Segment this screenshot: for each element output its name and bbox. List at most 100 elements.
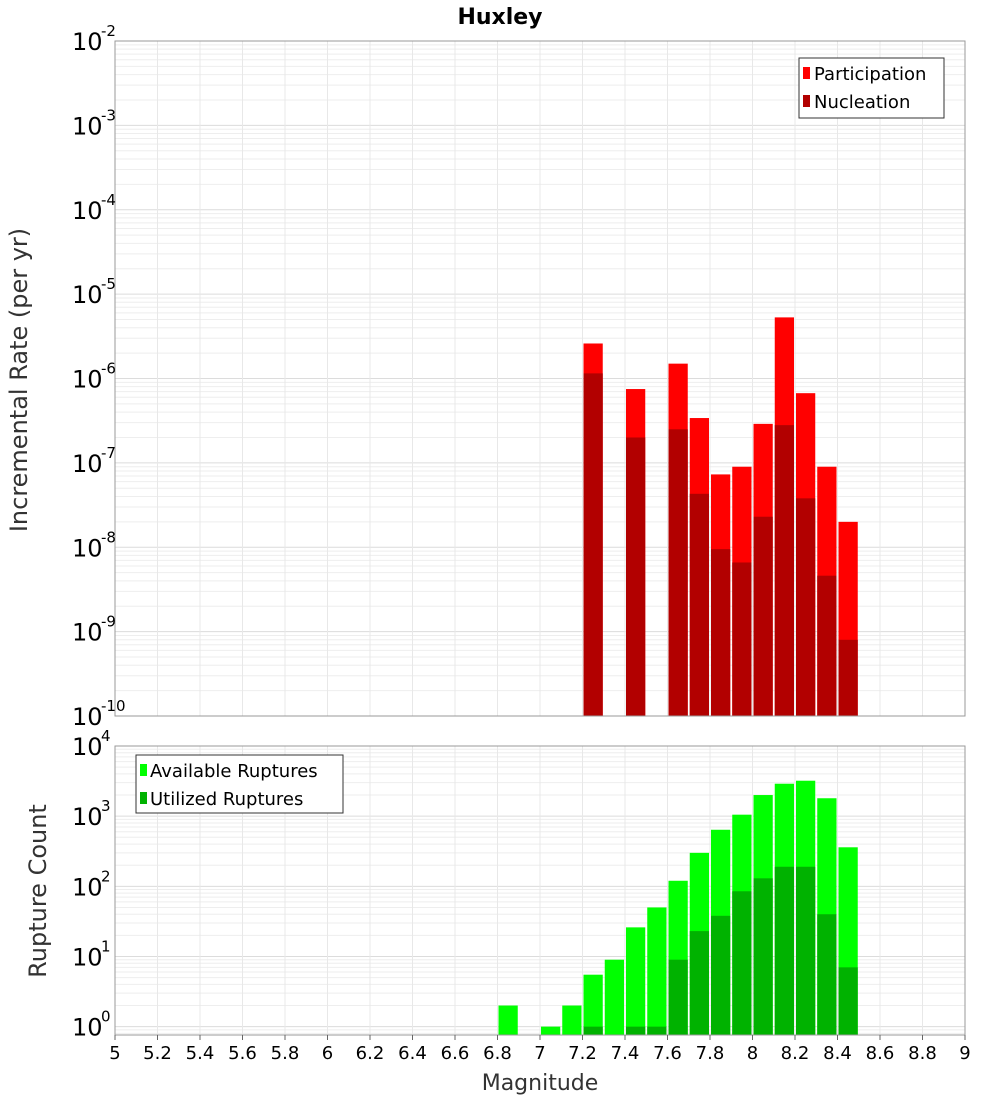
y-tick-label: 10 — [72, 450, 103, 478]
available-bar — [541, 1026, 561, 1035]
y-tick-label: 10 — [72, 619, 103, 647]
x-tick-label: 6.4 — [398, 1043, 427, 1064]
y-tick-label: 10 — [72, 112, 103, 140]
x-tick-label: 5.6 — [228, 1043, 257, 1064]
y-tick-label: 10 — [72, 534, 103, 562]
y-tick-exponent: -9 — [101, 613, 116, 631]
utilized-bar — [753, 878, 773, 1035]
legend-label-participation: Participation — [814, 64, 926, 85]
nucleation-bar — [753, 516, 773, 716]
y-tick-exponent: -8 — [101, 528, 116, 546]
y-tick-exponent: -5 — [101, 275, 116, 293]
available-bar — [647, 907, 667, 1035]
x-tick-label: 7.4 — [611, 1043, 640, 1064]
available-bar — [498, 1005, 518, 1035]
x-tick-label: 8.8 — [908, 1043, 937, 1064]
legend-swatch-participation — [803, 67, 810, 79]
top-plot-border — [114, 40, 966, 717]
legend-swatch-available-ruptures — [140, 764, 147, 776]
bottom-legend-box — [135, 754, 344, 814]
available-bar — [562, 1005, 582, 1035]
y-tick-exponent: -2 — [101, 22, 116, 40]
y-tick-exponent: 1 — [101, 937, 111, 955]
y-tick-exponent: -7 — [101, 444, 116, 462]
nucleation-bar — [796, 498, 816, 716]
y-tick-exponent: 4 — [101, 727, 111, 745]
x-axis-label: Magnitude — [482, 1071, 599, 1096]
utilized-bar — [732, 891, 752, 1035]
legend-label-utilized-ruptures: Utilized Ruptures — [150, 789, 303, 810]
nucleation-bar — [689, 493, 709, 716]
y-tick-exponent: -6 — [101, 360, 116, 378]
y-tick-exponent: 3 — [101, 797, 111, 815]
utilized-bar — [711, 915, 731, 1035]
bottom-x-ticks: 5 5.2 5.4 5.6 5.8 6 6.2 6.4 6.6 6.8 7 7.2 7.4 7.6 7.8 8… — [109, 1035, 971, 1064]
legend-swatch-utilized-ruptures — [140, 792, 147, 804]
y-tick-label: 10 — [72, 366, 103, 394]
nucleation-bar — [774, 425, 794, 716]
top-y-axis-label: Incremental Rate (per yr) — [5, 228, 33, 532]
x-tick-label: 5 — [109, 1043, 120, 1064]
y-tick-label: 10 — [72, 1014, 103, 1042]
x-tick-label: 6.8 — [483, 1043, 512, 1064]
utilized-bar — [796, 866, 816, 1035]
x-tick-label: 6.2 — [356, 1043, 385, 1064]
nucleation-bar — [668, 429, 688, 716]
nucleation-bar — [838, 639, 858, 716]
y-tick-label: 10 — [72, 943, 103, 971]
top-gridlines — [114, 41, 966, 717]
x-tick-label: 8.4 — [823, 1043, 852, 1064]
x-tick-label: 7 — [534, 1043, 545, 1064]
y-tick-exponent: -4 — [101, 191, 116, 209]
bottom-legend: Available Ruptures Utilized Ruptures — [135, 754, 344, 814]
x-tick-label: 7.2 — [568, 1043, 597, 1064]
nucleation-bar — [732, 562, 752, 716]
y-tick-label: 10 — [72, 803, 103, 831]
x-tick-label: 9 — [959, 1043, 970, 1064]
utilized-bar — [774, 866, 794, 1035]
legend-label-nucleation: Nucleation — [814, 92, 910, 113]
x-tick-label: 6.6 — [441, 1043, 470, 1064]
chart-title: Huxley — [457, 5, 542, 30]
available-bar — [583, 974, 603, 1035]
top-legend-box — [798, 57, 945, 119]
utilized-bar — [647, 1026, 667, 1035]
top-bars — [583, 317, 858, 716]
x-tick-label: 7.8 — [696, 1043, 725, 1064]
y-tick-exponent: -10 — [101, 697, 126, 715]
x-tick-label: 7.6 — [653, 1043, 682, 1064]
nucleation-bar — [626, 437, 646, 716]
nucleation-bar — [817, 575, 837, 716]
y-tick-label: 10 — [72, 281, 103, 309]
available-bar — [626, 927, 646, 1035]
utilized-bar — [626, 1026, 646, 1035]
nucleation-bar — [583, 373, 603, 716]
x-tick-label: 5.4 — [186, 1043, 215, 1064]
x-tick-label: 8.6 — [866, 1043, 895, 1064]
bottom-bars — [498, 780, 858, 1035]
bottom-y-axis-label: Rupture Count — [24, 804, 52, 978]
y-tick-label: 10 — [72, 28, 103, 56]
top-legend: Participation Nucleation — [798, 57, 945, 119]
y-tick-exponent: 2 — [101, 867, 111, 885]
y-tick-label: 10 — [72, 873, 103, 901]
available-bar — [604, 959, 624, 1035]
y-tick-exponent: -3 — [101, 106, 116, 124]
x-tick-label: 8 — [747, 1043, 758, 1064]
x-tick-label: 5.8 — [271, 1043, 300, 1064]
nucleation-bar — [711, 549, 731, 716]
legend-swatch-nucleation — [803, 95, 810, 107]
utilized-bar — [583, 1026, 603, 1035]
utilized-bar — [689, 931, 709, 1035]
utilized-bar — [817, 914, 837, 1035]
x-tick-label: 8.2 — [781, 1043, 810, 1064]
utilized-bar — [668, 959, 688, 1035]
y-tick-label: 10 — [72, 703, 103, 731]
x-tick-label: 6 — [322, 1043, 333, 1064]
utilized-bar — [838, 967, 858, 1035]
x-tick-label: 5.2 — [143, 1043, 172, 1064]
